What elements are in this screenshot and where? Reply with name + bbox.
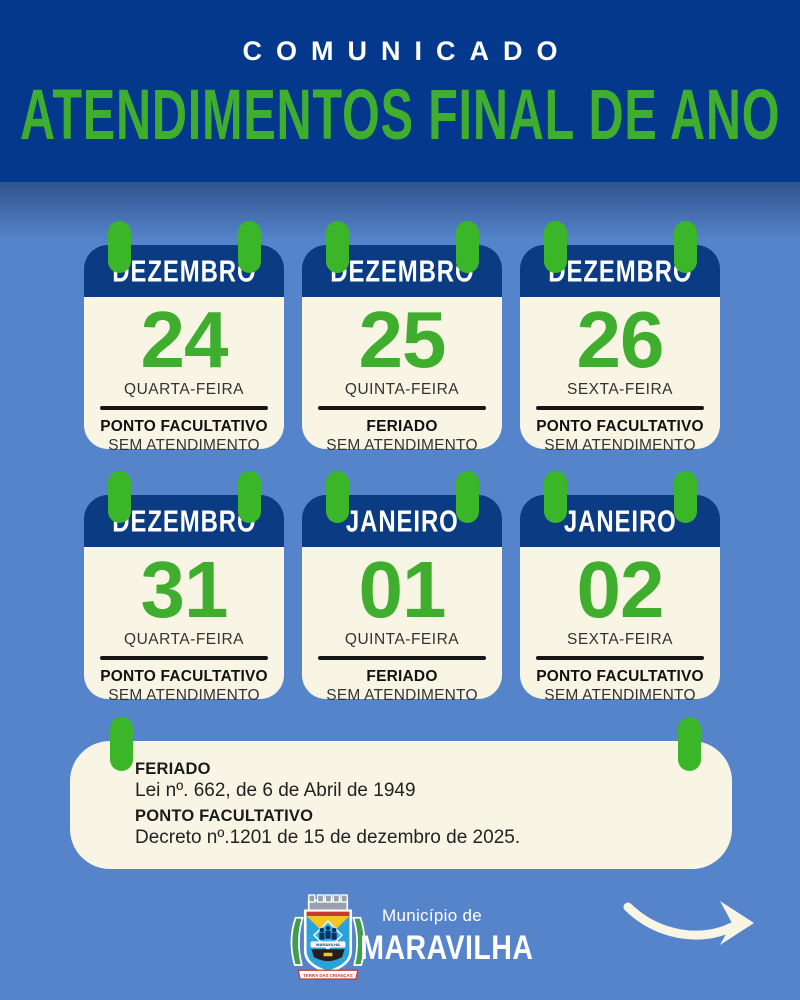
calendar-card-jan-01: JANEIRO 01 QUINTA-FEIRA FERIADO SEM ATEN… (302, 471, 502, 704)
availability-label: SEM ATENDIMENTO (544, 687, 696, 704)
crest-branch-right (352, 916, 366, 966)
calendar-card-dec-26: DEZEMBRO 26 SEXTA-FEIRA PONTO FACULTATIV… (520, 221, 720, 454)
crest-motto-ribbon: TERRA DAS CRIANÇAS (297, 969, 359, 980)
weekday-label: QUARTA-FEIRA (124, 381, 244, 398)
pin-icon (456, 221, 479, 273)
pin-icon (544, 221, 567, 273)
divider-line (100, 656, 268, 660)
pin-icon (326, 471, 349, 523)
divider-line (536, 656, 704, 660)
month-label: DEZEMBRO (111, 252, 257, 289)
calendar-card-dec-25: DEZEMBRO 25 QUINTA-FEIRA FERIADO SEM ATE… (302, 221, 502, 454)
month-label: JANEIRO (345, 502, 459, 539)
calendar-card-dec-24: DEZEMBRO 24 QUARTA-FEIRA PONTO FACULTATI… (84, 221, 284, 454)
divider-line (536, 406, 704, 410)
day-number: 26 (576, 295, 665, 384)
calendar-card-body: 25 QUINTA-FEIRA FERIADO SEM ATENDIMENTO (302, 295, 502, 454)
weekday-label: SEXTA-FEIRA (567, 381, 673, 398)
calendar-card-body: 01 QUINTA-FEIRA FERIADO SEM ATENDIMENTO (302, 545, 502, 704)
crest-castle (307, 894, 349, 912)
availability-label: SEM ATENDIMENTO (108, 437, 260, 454)
kicker-text: COMUNICADO (242, 36, 572, 66)
calendar-card-body: 02 SEXTA-FEIRA PONTO FACULTATIVO SEM ATE… (520, 545, 720, 704)
calendar-card-jan-02: JANEIRO 02 SEXTA-FEIRA PONTO FACULTATIVO… (520, 471, 720, 704)
calendar-card-body: 31 QUARTA-FEIRA PONTO FACULTATIVO SEM AT… (84, 545, 284, 704)
day-number: 02 (576, 545, 665, 634)
pin-icon (238, 221, 261, 273)
header-banner: COMUNICADO ATENDIMENTOS FINAL DE ANO (0, 0, 800, 182)
header-shadow (0, 182, 800, 240)
day-number: 01 (358, 545, 447, 634)
ponto-facultativo-decree-text: Decreto nº.1201 de 15 de dezembro de 202… (135, 827, 521, 848)
weekday-label: QUARTA-FEIRA (124, 631, 244, 648)
ponto-facultativo-heading: PONTO FACULTATIVO (135, 807, 314, 825)
arrow-swoosh-icon (618, 893, 768, 955)
month-label: DEZEMBRO (547, 252, 693, 289)
pin-icon (108, 471, 131, 523)
municipality-name-block: Município de MARAVILHA (354, 906, 533, 967)
month-label: JANEIRO (563, 502, 677, 539)
legal-text-block: FERIADO Lei nº. 662, de 6 de Abril de 19… (70, 741, 732, 849)
crest-shield-name-text: MARAVILHA (316, 942, 340, 947)
weekday-label: QUINTA-FEIRA (344, 631, 460, 648)
calendar-card-dec-31: DEZEMBRO 31 QUARTA-FEIRA PONTO FACULTATI… (84, 471, 284, 704)
month-label: DEZEMBRO (111, 502, 257, 539)
month-label: DEZEMBRO (329, 252, 475, 289)
pin-icon (110, 717, 133, 771)
municipality-name: MARAVILHA (360, 928, 534, 967)
pin-icon (326, 221, 349, 273)
weekday-label: SEXTA-FEIRA (567, 631, 673, 648)
page-title: ATENDIMENTOS FINAL DE ANO (19, 74, 781, 155)
divider-line (318, 656, 486, 660)
availability-label: SEM ATENDIMENTO (326, 687, 478, 704)
status-label: PONTO FACULTATIVO (536, 418, 704, 435)
pin-icon (678, 717, 701, 771)
divider-line (318, 406, 486, 410)
status-label: PONTO FACULTATIVO (100, 668, 268, 685)
availability-label: SEM ATENDIMENTO (108, 687, 260, 704)
calendar-card-body: 24 QUARTA-FEIRA PONTO FACULTATIVO SEM AT… (84, 295, 284, 454)
status-label: FERIADO (366, 418, 438, 435)
pin-icon (238, 471, 261, 523)
feriado-law-text: Lei nº. 662, de 6 de Abril de 1949 (135, 780, 416, 801)
pin-icon (544, 471, 567, 523)
crest-branch-left (290, 916, 304, 966)
calendar-card-body: 26 SEXTA-FEIRA PONTO FACULTATIVO SEM ATE… (520, 295, 720, 454)
municipality-prefix: Município de (382, 906, 482, 925)
availability-label: SEM ATENDIMENTO (326, 437, 478, 454)
status-label: FERIADO (366, 668, 438, 685)
day-number: 24 (140, 295, 229, 384)
feriado-heading: FERIADO (135, 760, 211, 778)
pin-icon (674, 471, 697, 523)
status-label: PONTO FACULTATIVO (100, 418, 268, 435)
crest-motto-text: TERRA DAS CRIANÇAS (303, 973, 353, 978)
legal-note-card: FERIADO Lei nº. 662, de 6 de Abril de 19… (70, 717, 732, 869)
weekday-label: QUINTA-FEIRA (344, 381, 460, 398)
crest-children-figures (319, 925, 337, 940)
crest-shield: MARAVILHA (303, 909, 353, 974)
municipal-crest-icon: MARAVILHA TERRA DAS CRIANÇAS (290, 894, 366, 980)
status-label: PONTO FACULTATIVO (536, 668, 704, 685)
pin-icon (456, 471, 479, 523)
availability-label: SEM ATENDIMENTO (544, 437, 696, 454)
pin-icon (108, 221, 131, 273)
pin-icon (674, 221, 697, 273)
day-number: 25 (358, 295, 447, 384)
divider-line (100, 406, 268, 410)
day-number: 31 (140, 545, 229, 634)
